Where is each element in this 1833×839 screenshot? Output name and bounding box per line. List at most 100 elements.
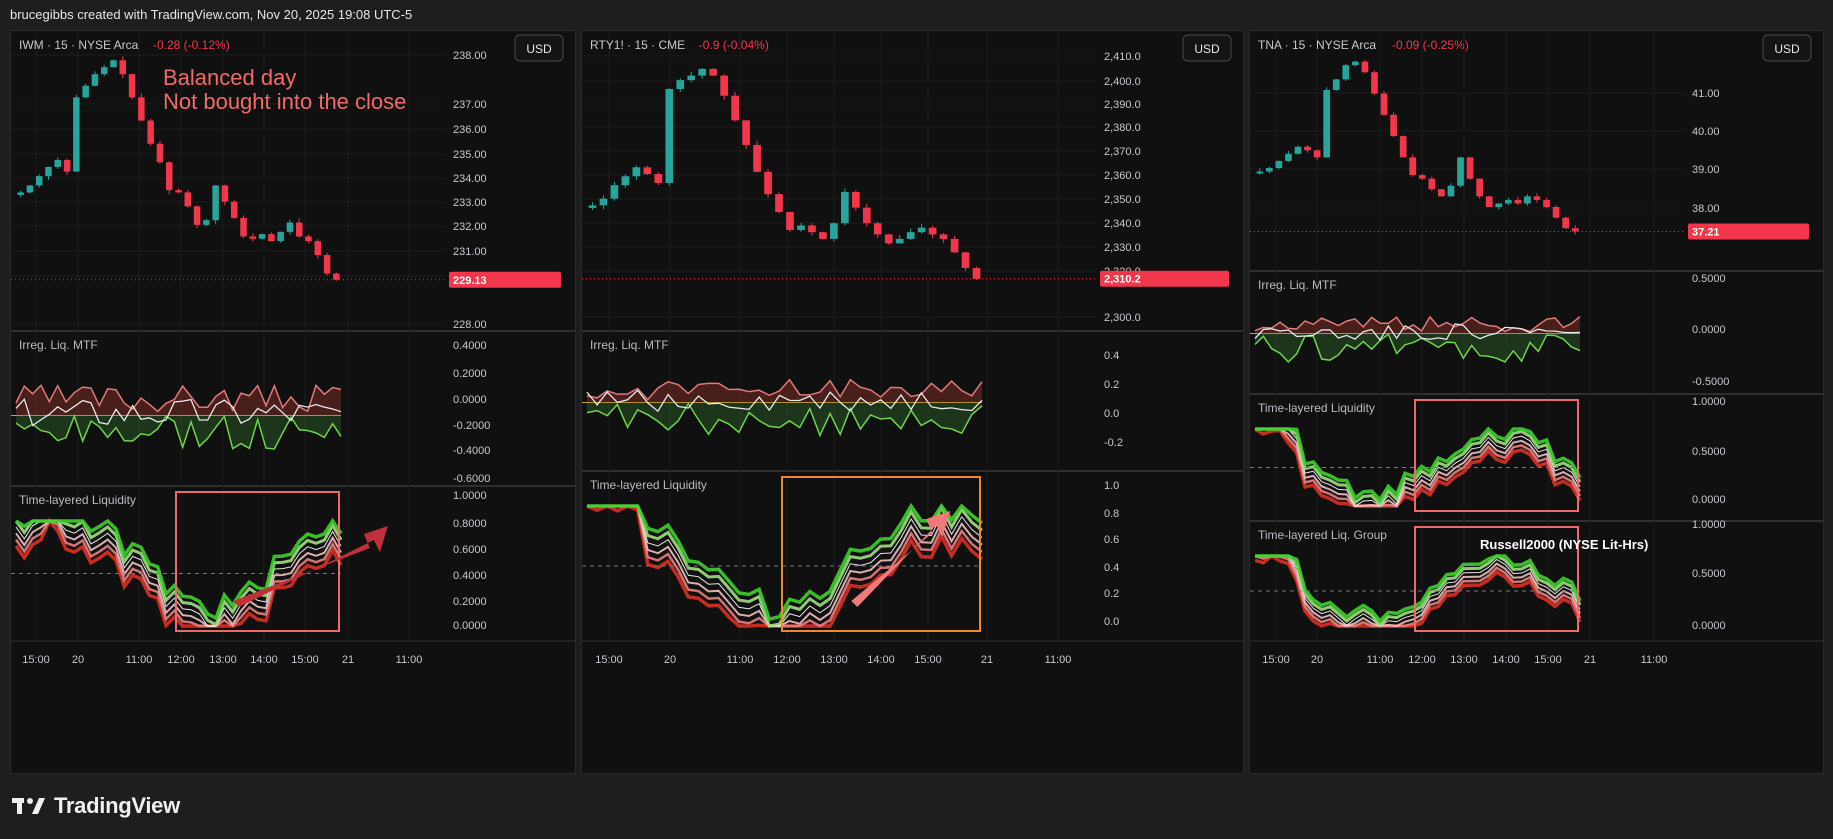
candle-body (1504, 199, 1512, 204)
currency-button (1182, 34, 1232, 62)
indicator-title: Time-layered Liq. Group (1258, 528, 1387, 542)
chart-panel-tna[interactable]: 41.00 40.00 39.00 38.00 37.21 TNA · 15 · NYSE… (1249, 30, 1824, 774)
liquidity-layer-line (1255, 426, 1582, 503)
price-tick-label: 235.00 (453, 149, 487, 161)
candle-body (333, 273, 340, 280)
candle-body (895, 238, 904, 244)
candle-body (73, 97, 80, 172)
candle-body (819, 232, 827, 239)
liquidity-layer-line (587, 504, 983, 628)
candle-body (1371, 72, 1378, 94)
liquidity-layer-line (1255, 554, 1582, 624)
candle-body (175, 190, 182, 193)
liquidity-negative-area (1255, 333, 1580, 362)
candle-body (1256, 171, 1264, 174)
indicator-tick-label: -0.5000 (1692, 376, 1729, 388)
liquidity-line-green (586, 402, 983, 438)
footer-brand: TradingView (54, 793, 180, 818)
highlight-box (175, 491, 340, 632)
candle-body (1313, 150, 1321, 158)
liquidity-layer-line (1254, 427, 1582, 508)
trend-arrow (233, 526, 388, 607)
candle-body (156, 143, 164, 163)
candle-body (1524, 196, 1531, 204)
time-tick-label: 13:00 (209, 654, 237, 666)
time-tick-label: 13:00 (1450, 654, 1478, 666)
group-annotation: Russell2000 (NYSE Lit-Hrs) (1480, 537, 1648, 552)
candle-body (599, 198, 608, 206)
candle-body (1495, 203, 1503, 207)
liquidity-line-red (15, 383, 342, 413)
liquidity-layer-line (1255, 555, 1581, 628)
candle-body (1409, 157, 1417, 176)
price-tick-label: 234.00 (453, 173, 487, 185)
candle-body (165, 162, 173, 191)
candle-body (295, 222, 303, 237)
liquidity-layer-line (587, 505, 983, 627)
candle-body (1390, 114, 1397, 137)
chart-panel-rty[interactable]: 2,410.0 2,400.0 2,390.0 2,380.0 2,370.0 2,360… (581, 30, 1244, 774)
candle-body (621, 176, 630, 186)
candle-body (128, 74, 136, 98)
last-price-label: 229.13 (453, 275, 487, 287)
candle-body (1275, 160, 1283, 168)
indicator-tick-label: 0.0 (1104, 616, 1119, 628)
time-tick-label: 15:00 (595, 654, 623, 666)
candle-body (17, 192, 24, 195)
time-tick-label: 13:00 (820, 654, 848, 666)
price-tick-label: 2,370.0 (1104, 146, 1141, 158)
candle-body (1514, 199, 1522, 204)
highlight-box (781, 476, 981, 632)
time-tick-label: 15:00 (914, 654, 942, 666)
indicator-title: Irreg. Liq. MTF (19, 338, 98, 352)
change-label: -0.09 (-0.25%) (1392, 38, 1469, 52)
candle-body (230, 201, 238, 218)
liquidity-line-white (1254, 323, 1581, 342)
liquidity-layer-line (1255, 554, 1582, 628)
currency-label: USD (1774, 42, 1800, 56)
candle-body (775, 194, 783, 213)
time-tick-label: 11:00 (1045, 654, 1072, 666)
time-tick-label: 20 (1311, 654, 1323, 666)
candle-body (1380, 93, 1388, 115)
time-tick-label: 12:00 (167, 654, 195, 666)
liquidity-layer-line (1255, 428, 1581, 507)
liquidity-layer-line (15, 517, 343, 621)
candle-body (676, 80, 685, 90)
trend-arrow (851, 511, 951, 607)
liquidity-line-white (586, 389, 983, 413)
price-tick-label: 232.00 (453, 221, 487, 233)
indicator-tick-label: 0.8000 (453, 518, 487, 530)
indicator-title: Time-layered Liquidity (1258, 401, 1375, 415)
indicator-tick-label: 1.0000 (453, 490, 487, 502)
candle-body (643, 167, 652, 175)
candle-body (1265, 168, 1273, 172)
candle-body (687, 75, 696, 81)
price-tick-label: 228.00 (453, 319, 487, 331)
symbol-label: TNA · 15 · NYSE Arca (1258, 38, 1376, 52)
last-price-badge (449, 271, 561, 288)
price-tick-label: 2,410.0 (1104, 51, 1141, 63)
candle-body (939, 234, 948, 239)
symbol-label: IWM · 15 · NYSE Arca (19, 38, 139, 52)
candle-body (1342, 65, 1350, 80)
price-tick-label: 41.00 (1692, 88, 1720, 100)
chart-panel-iwm[interactable]: 238.00 237.00 236.00 235.00 234.00 233.00 232.… (10, 30, 576, 774)
candle-body (1304, 146, 1311, 151)
candle-body (764, 171, 772, 195)
currency-button (1762, 34, 1812, 62)
candle-body (54, 159, 62, 167)
candle-body (610, 185, 619, 199)
liquidity-positive-area (587, 379, 982, 403)
liquidity-layer-line (1255, 428, 1581, 508)
indicator-tick-label: -0.4000 (453, 445, 490, 457)
price-tick-label: 39.00 (1692, 164, 1720, 176)
price-tick-label: 231.00 (453, 246, 487, 258)
candle-body (277, 231, 284, 242)
candle-body (1543, 199, 1550, 207)
candle-body (665, 89, 674, 183)
candle-body (26, 185, 34, 193)
candle-body (917, 227, 926, 233)
time-tick-label: 15:00 (1534, 654, 1562, 666)
candle-body (632, 167, 641, 177)
